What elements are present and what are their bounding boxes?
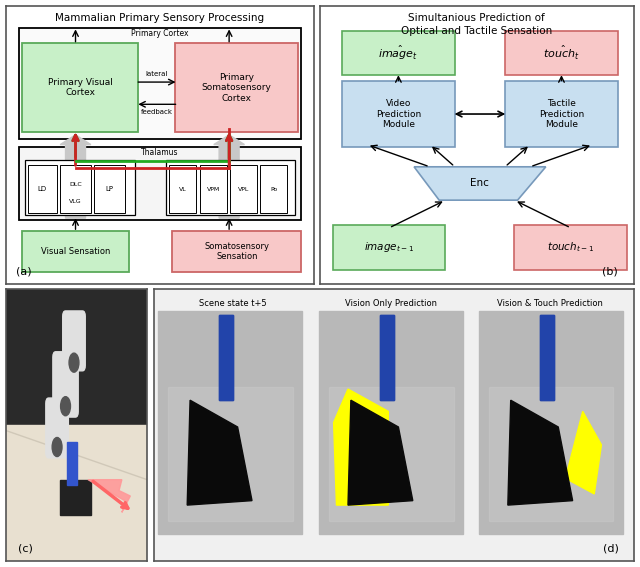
- Bar: [219, 315, 234, 400]
- Text: $touch_{t-1}$: $touch_{t-1}$: [547, 240, 595, 254]
- Circle shape: [52, 438, 62, 456]
- Polygon shape: [414, 167, 546, 200]
- Text: $\hat{image}_t$: $\hat{image}_t$: [378, 44, 419, 62]
- FancyBboxPatch shape: [53, 352, 78, 417]
- Bar: [319, 311, 463, 534]
- Text: $\hat{touch}_t$: $\hat{touch}_t$: [543, 44, 580, 62]
- FancyBboxPatch shape: [169, 166, 196, 213]
- FancyBboxPatch shape: [19, 147, 301, 219]
- Bar: [489, 387, 614, 521]
- Polygon shape: [88, 480, 131, 513]
- Text: feedback: feedback: [141, 109, 173, 115]
- Text: lateral: lateral: [146, 70, 168, 77]
- Polygon shape: [566, 412, 602, 494]
- Bar: [540, 315, 554, 400]
- Text: (d): (d): [604, 543, 619, 553]
- FancyBboxPatch shape: [505, 31, 618, 75]
- Bar: [219, 315, 234, 400]
- Text: Vision Only Prediction: Vision Only Prediction: [345, 299, 437, 308]
- FancyBboxPatch shape: [505, 81, 618, 147]
- Bar: [6, 289, 147, 466]
- FancyBboxPatch shape: [515, 225, 627, 270]
- FancyBboxPatch shape: [200, 166, 227, 213]
- Polygon shape: [348, 400, 413, 505]
- Bar: [67, 442, 77, 485]
- Text: Vision & Touch Prediction: Vision & Touch Prediction: [497, 299, 602, 308]
- Circle shape: [69, 353, 79, 372]
- Text: LD: LD: [38, 186, 47, 192]
- Text: Tactile
Prediction
Module: Tactile Prediction Module: [539, 99, 584, 129]
- Polygon shape: [508, 400, 573, 505]
- FancyBboxPatch shape: [342, 31, 455, 75]
- Text: Visual Sensation: Visual Sensation: [41, 247, 110, 256]
- Text: Primary Visual
Cortex: Primary Visual Cortex: [48, 78, 113, 98]
- Text: Thalamus: Thalamus: [141, 148, 179, 157]
- Text: DLC: DLC: [69, 183, 82, 187]
- Bar: [159, 311, 302, 534]
- FancyBboxPatch shape: [94, 166, 125, 213]
- Text: VPL: VPL: [238, 187, 249, 192]
- Bar: [380, 315, 394, 400]
- FancyBboxPatch shape: [19, 28, 301, 139]
- Polygon shape: [333, 389, 388, 505]
- FancyBboxPatch shape: [230, 166, 257, 213]
- Bar: [479, 311, 623, 534]
- Text: (c): (c): [18, 543, 33, 553]
- FancyArrow shape: [60, 135, 91, 218]
- Text: Somatosensory
Sensation: Somatosensory Sensation: [204, 242, 269, 261]
- Text: VPM: VPM: [207, 187, 220, 192]
- FancyBboxPatch shape: [333, 225, 445, 270]
- Text: Po: Po: [270, 187, 278, 192]
- FancyBboxPatch shape: [22, 231, 129, 272]
- Text: VLG: VLG: [69, 199, 82, 204]
- FancyBboxPatch shape: [60, 166, 91, 213]
- Text: Video
Prediction
Module: Video Prediction Module: [376, 99, 421, 129]
- Text: Enc: Enc: [470, 179, 490, 188]
- FancyBboxPatch shape: [63, 311, 85, 371]
- Text: Primary Cortex: Primary Cortex: [131, 29, 189, 39]
- Bar: [60, 480, 91, 515]
- FancyBboxPatch shape: [166, 160, 295, 215]
- Text: VL: VL: [179, 187, 187, 192]
- Text: Mammalian Primary Sensory Processing: Mammalian Primary Sensory Processing: [56, 12, 264, 23]
- Text: Scene state t+5: Scene state t+5: [199, 299, 267, 308]
- FancyBboxPatch shape: [342, 81, 455, 147]
- FancyArrow shape: [214, 135, 244, 218]
- Text: (b): (b): [602, 266, 618, 277]
- FancyBboxPatch shape: [22, 43, 138, 132]
- Bar: [168, 387, 293, 521]
- Text: $image_{t-1}$: $image_{t-1}$: [364, 240, 414, 255]
- Text: Primary
Somatosensory
Cortex: Primary Somatosensory Cortex: [202, 73, 272, 103]
- Polygon shape: [187, 400, 252, 505]
- FancyBboxPatch shape: [260, 166, 287, 213]
- Text: LP: LP: [106, 186, 113, 192]
- Bar: [329, 387, 454, 521]
- FancyBboxPatch shape: [46, 398, 68, 458]
- FancyBboxPatch shape: [25, 160, 136, 215]
- Bar: [380, 315, 394, 400]
- Circle shape: [61, 397, 70, 416]
- Bar: [540, 315, 554, 400]
- Text: Simultanious Prediction of
Optical and Tactile Sensation: Simultanious Prediction of Optical and T…: [401, 12, 552, 36]
- Bar: [6, 425, 147, 561]
- FancyBboxPatch shape: [175, 43, 298, 132]
- Text: (a): (a): [15, 266, 31, 277]
- FancyBboxPatch shape: [28, 166, 57, 213]
- FancyBboxPatch shape: [172, 231, 301, 272]
